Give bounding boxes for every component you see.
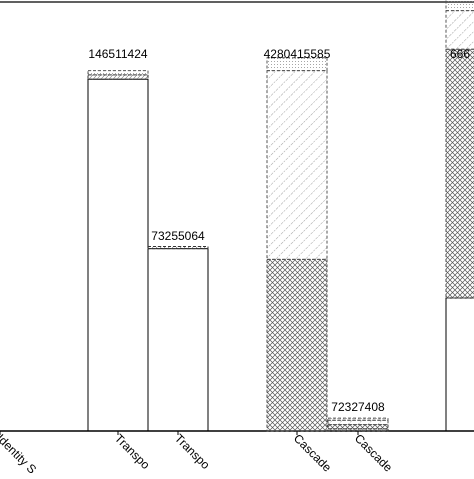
bar-segment-diagonal-3: [266, 70, 328, 260]
bar-segment-dotted-top-1: [87, 70, 149, 76]
bar-segment-plain-5: [445, 297, 474, 432]
x-tick-label: Transpo: [112, 431, 153, 472]
bar-segment-plain-2: [147, 248, 209, 432]
bar-segment-dotted-top-5: [445, 0, 474, 12]
bar-segment-crosshatch-5: [445, 48, 474, 299]
bar-value-label: 666: [450, 47, 470, 61]
bar-segment-dotted-top-4: [327, 417, 389, 421]
bar-segment-dashed-thin-1: [87, 74, 149, 80]
axis-layer: [0, 1, 474, 432]
x-tick-label: Cascade: [291, 431, 335, 474]
bar-segment-diagonal-5: [445, 10, 474, 50]
x-tick-label: Transpo: [172, 431, 213, 472]
bar-segment-crosshatch-3: [266, 258, 328, 432]
bar-segment-dotted-top-3: [266, 57, 328, 72]
x-ticks-layer: [0, 431, 359, 435]
bar-segment-crosshatch-4: [327, 424, 389, 430]
x-tick-label: Identity S: [0, 431, 39, 474]
bars-layer: [87, 0, 474, 432]
bar-value-label: 4280415585: [264, 47, 331, 61]
bar-segment-diagonal-4: [327, 419, 389, 426]
category-labels-layer: Identity S Transpo Transpo Cascade Cascade: [0, 431, 396, 476]
bar-segment-plain-1: [87, 78, 149, 432]
bar-value-label: 73255064: [151, 229, 205, 243]
value-labels-layer: 8514651142473255064428041558572327408666: [88, 47, 470, 414]
bar-segment-dashed-thin-2: [147, 246, 209, 250]
bar-value-label: 146511424: [88, 47, 148, 61]
bar-value-label: 72327408: [331, 400, 385, 414]
x-tick-label: Cascade: [352, 431, 396, 474]
